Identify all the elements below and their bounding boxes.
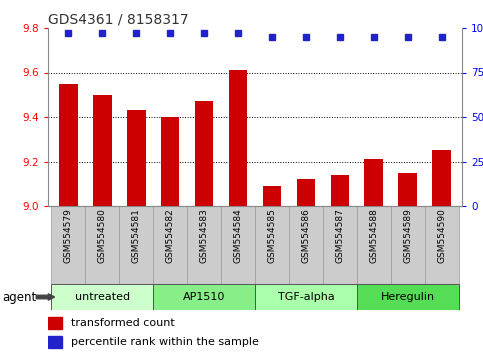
Bar: [357, 284, 458, 310]
Bar: [195, 102, 213, 206]
Bar: [263, 186, 281, 206]
Text: AP1510: AP1510: [183, 292, 225, 302]
Bar: [221, 206, 255, 284]
Bar: [119, 206, 153, 284]
Bar: [161, 117, 180, 206]
Bar: [127, 110, 145, 206]
Text: percentile rank within the sample: percentile rank within the sample: [71, 337, 258, 347]
Text: GSM554584: GSM554584: [234, 209, 242, 263]
Bar: [48, 317, 62, 329]
Bar: [187, 206, 221, 284]
Text: GSM554583: GSM554583: [199, 209, 209, 263]
Bar: [229, 70, 247, 206]
Bar: [59, 84, 78, 206]
Text: TGF-alpha: TGF-alpha: [278, 292, 334, 302]
Text: GSM554585: GSM554585: [268, 209, 276, 263]
Text: GSM554580: GSM554580: [98, 209, 107, 263]
Bar: [93, 95, 112, 206]
Text: transformed count: transformed count: [71, 318, 174, 328]
Bar: [323, 206, 357, 284]
Text: GDS4361 / 8158317: GDS4361 / 8158317: [48, 13, 189, 27]
Bar: [255, 284, 357, 310]
Bar: [365, 159, 383, 206]
Bar: [391, 206, 425, 284]
Bar: [85, 206, 119, 284]
Bar: [330, 175, 349, 206]
Bar: [357, 206, 391, 284]
Text: GSM554586: GSM554586: [301, 209, 311, 263]
Bar: [48, 336, 62, 348]
Bar: [255, 206, 289, 284]
Text: GSM554587: GSM554587: [335, 209, 344, 263]
Text: GSM554579: GSM554579: [64, 209, 73, 263]
Bar: [153, 284, 255, 310]
Bar: [153, 206, 187, 284]
Text: untreated: untreated: [75, 292, 130, 302]
Text: GSM554582: GSM554582: [166, 209, 175, 263]
Text: GSM554589: GSM554589: [403, 209, 412, 263]
Text: GSM554590: GSM554590: [437, 209, 446, 263]
Bar: [398, 173, 417, 206]
Text: Heregulin: Heregulin: [381, 292, 435, 302]
Bar: [297, 179, 315, 206]
Text: GSM554581: GSM554581: [132, 209, 141, 263]
Bar: [51, 284, 153, 310]
Bar: [289, 206, 323, 284]
Bar: [51, 206, 85, 284]
Text: agent: agent: [2, 291, 37, 303]
Text: GSM554588: GSM554588: [369, 209, 378, 263]
Bar: [425, 206, 458, 284]
Bar: [432, 150, 451, 206]
